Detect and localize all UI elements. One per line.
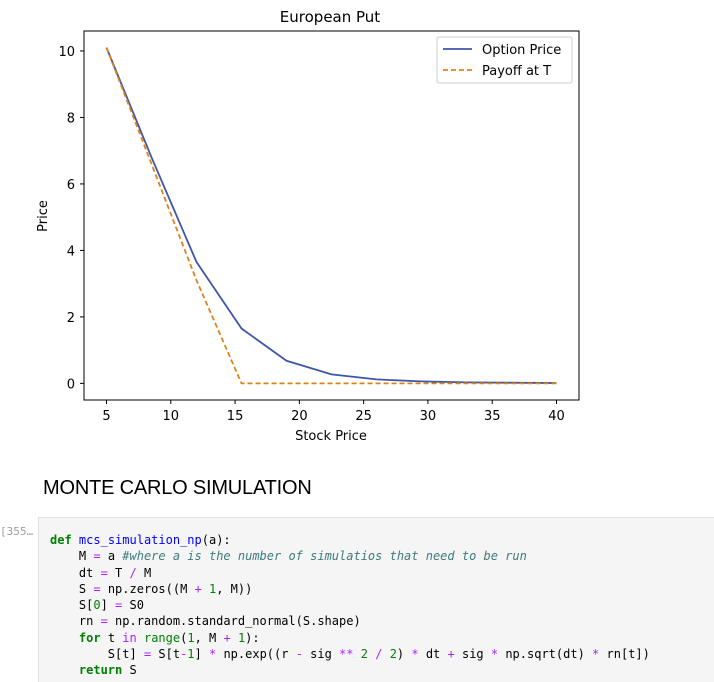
code-line: S = np.zeros((M + 1, M)) [50,581,253,596]
y-tick-label: 4 [67,244,75,259]
series-line-option-price [105,47,557,384]
legend-label-payoff: Payoff at T [482,64,551,79]
code-cell[interactable]: def mcs_simulation_np(a): M = a #where a… [38,517,714,682]
code-editor[interactable]: def mcs_simulation_np(a): M = a #where a… [50,532,650,679]
code-line: M = a #where a is the number of simulati… [50,549,527,564]
y-tick-label: 0 [67,377,75,392]
legend-label-option-price: Option Price [482,43,561,58]
x-axis-label: Stock Price [295,429,367,444]
x-axis-ticks: 5 10 15 20 25 30 35 40 [102,400,565,424]
chart-legend: Option Price Payoff at T [436,36,573,84]
y-axis-ticks: 0 2 4 6 8 10 [58,45,84,392]
x-tick-label: 5 [102,409,110,424]
y-axis-label: Price [36,200,51,232]
series-line-payoff [105,47,557,385]
section-heading: MONTE CARLO SIMULATION [43,477,312,499]
code-line: return S [78,663,137,678]
european-put-chart: European Put 5 10 15 20 25 30 35 40 0 2 4 6 8 10 Sto… [36,8,580,444]
code-line: def mcs_simulation_np(a): [50,533,231,547]
code-line: dt = T / M [50,565,152,580]
cell-execution-prompt: [355… [0,525,34,538]
x-tick-label: 40 [548,409,565,424]
y-tick-label: 6 [67,178,75,193]
x-tick-label: 10 [163,409,180,424]
y-tick-label: 8 [67,111,75,126]
x-tick-label: 15 [227,409,244,424]
plot-frame [83,30,580,401]
x-tick-label: 35 [484,409,501,424]
code-line: rn = np.random.standard_normal(S.shape) [50,614,361,629]
x-tick-label: 30 [420,409,437,424]
chart-title: European Put [280,8,381,26]
y-tick-label: 10 [58,45,75,60]
series-layer [105,47,557,385]
x-tick-label: 25 [355,409,372,424]
code-line: for t in range(1, M + 1): [78,630,260,645]
y-tick-label: 2 [67,311,75,326]
code-line: S[0] = S0 [50,598,144,613]
code-line: S[t] = S[t-1] * np.exp((r - sig ** 2 / 2… [50,647,650,662]
x-tick-label: 20 [291,409,308,424]
